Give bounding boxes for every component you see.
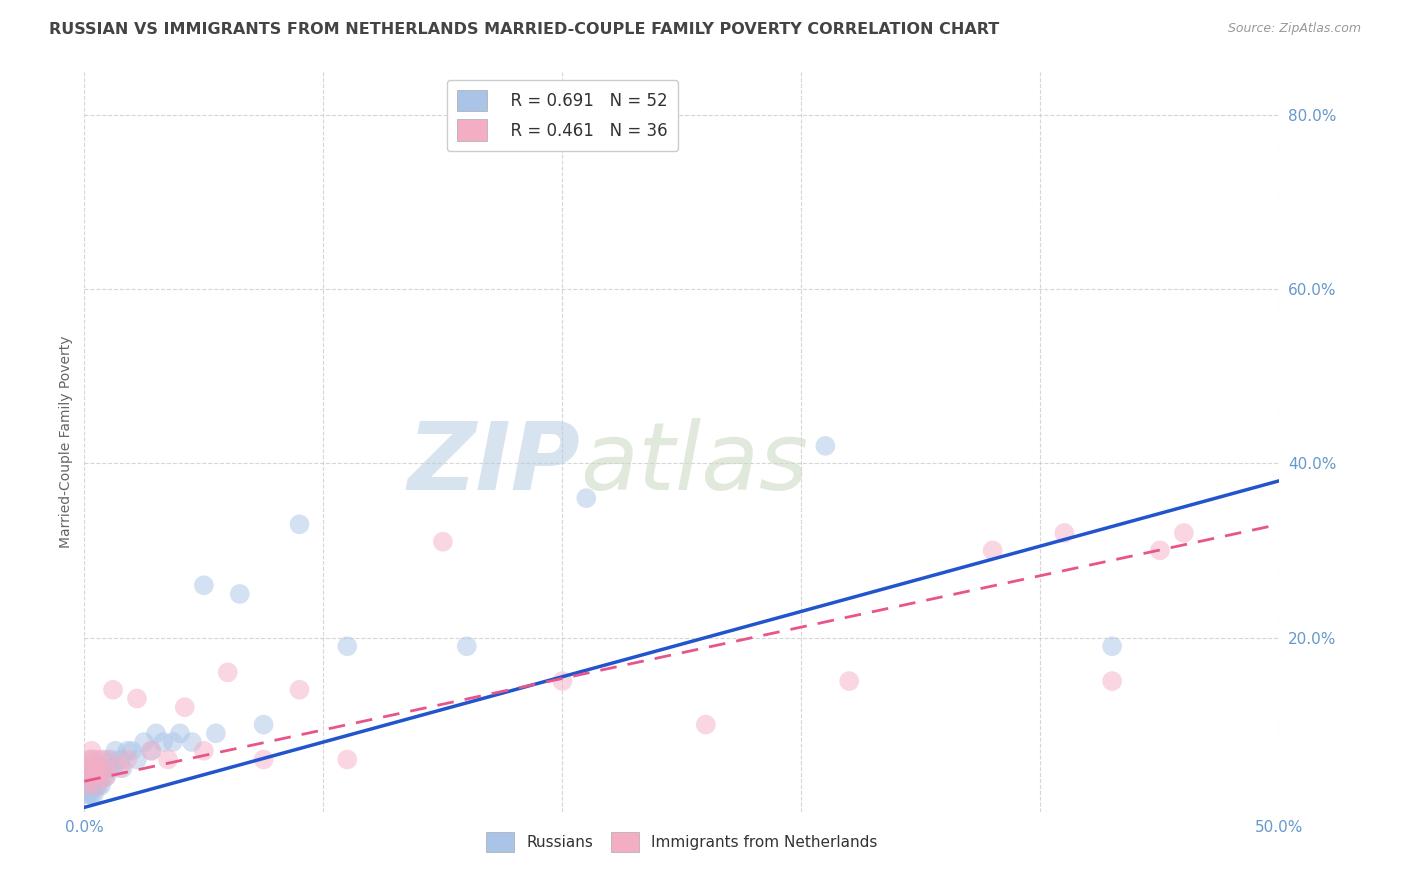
Point xyxy=(456,639,478,653)
Point xyxy=(193,578,215,592)
Point xyxy=(173,700,195,714)
Point xyxy=(90,761,112,775)
Point xyxy=(93,761,115,775)
Point xyxy=(90,779,112,793)
Y-axis label: Married-Couple Family Poverty: Married-Couple Family Poverty xyxy=(59,335,73,548)
Point xyxy=(814,439,837,453)
Point xyxy=(152,735,174,749)
Point xyxy=(87,770,110,784)
Point xyxy=(86,761,108,775)
Point xyxy=(94,770,117,784)
Point xyxy=(217,665,239,680)
Text: RUSSIAN VS IMMIGRANTS FROM NETHERLANDS MARRIED-COUPLE FAMILY POVERTY CORRELATION: RUSSIAN VS IMMIGRANTS FROM NETHERLANDS M… xyxy=(49,22,1000,37)
Point xyxy=(551,674,574,689)
Point xyxy=(77,770,100,784)
Point xyxy=(141,744,163,758)
Point xyxy=(110,761,132,775)
Point xyxy=(117,744,139,758)
Point xyxy=(86,779,108,793)
Point xyxy=(132,735,156,749)
Point xyxy=(80,752,103,766)
Point xyxy=(77,770,100,784)
Point xyxy=(76,779,98,793)
Point xyxy=(80,779,103,793)
Point xyxy=(336,752,359,766)
Text: Source: ZipAtlas.com: Source: ZipAtlas.com xyxy=(1227,22,1361,36)
Point xyxy=(77,752,100,766)
Point xyxy=(1053,526,1076,541)
Legend: Russians, Immigrants from Netherlands: Russians, Immigrants from Netherlands xyxy=(479,825,884,860)
Point xyxy=(838,674,860,689)
Point xyxy=(83,770,105,784)
Point xyxy=(83,761,105,775)
Point xyxy=(695,717,717,731)
Point xyxy=(1149,543,1171,558)
Point xyxy=(86,770,108,784)
Point xyxy=(97,761,120,775)
Point xyxy=(162,735,184,749)
Point xyxy=(100,752,122,766)
Point xyxy=(87,779,110,793)
Point xyxy=(205,726,228,740)
Point xyxy=(80,761,103,775)
Point xyxy=(97,752,120,766)
Point xyxy=(193,744,215,758)
Point xyxy=(141,744,163,758)
Point xyxy=(83,752,105,766)
Point xyxy=(94,770,117,784)
Point xyxy=(110,752,132,766)
Point xyxy=(80,744,103,758)
Point xyxy=(253,717,276,731)
Point xyxy=(76,761,98,775)
Point xyxy=(80,787,103,801)
Point xyxy=(169,726,191,740)
Point xyxy=(117,752,139,766)
Point xyxy=(432,534,454,549)
Point xyxy=(157,752,180,766)
Point xyxy=(76,787,98,801)
Point xyxy=(80,770,103,784)
Point xyxy=(101,682,124,697)
Point xyxy=(125,752,148,766)
Point xyxy=(83,779,105,793)
Point xyxy=(111,761,134,775)
Text: atlas: atlas xyxy=(581,418,808,509)
Point xyxy=(76,779,98,793)
Point xyxy=(1173,526,1195,541)
Point xyxy=(77,787,100,801)
Point xyxy=(125,691,148,706)
Point xyxy=(121,744,143,758)
Point xyxy=(288,517,311,532)
Point xyxy=(90,770,112,784)
Point xyxy=(83,787,105,801)
Point xyxy=(86,779,108,793)
Point xyxy=(86,761,108,775)
Point xyxy=(77,761,100,775)
Point xyxy=(1101,639,1123,653)
Point xyxy=(76,770,98,784)
Point xyxy=(93,752,115,766)
Point xyxy=(77,779,100,793)
Point xyxy=(575,491,598,505)
Point xyxy=(1101,674,1123,689)
Point xyxy=(101,761,124,775)
Point xyxy=(229,587,252,601)
Point xyxy=(288,682,311,697)
Text: ZIP: ZIP xyxy=(408,417,581,509)
Point xyxy=(93,770,115,784)
Point xyxy=(83,770,105,784)
Point xyxy=(181,735,204,749)
Point xyxy=(336,639,359,653)
Point xyxy=(981,543,1004,558)
Point xyxy=(104,744,127,758)
Point xyxy=(80,761,103,775)
Point xyxy=(87,752,110,766)
Point xyxy=(253,752,276,766)
Point xyxy=(145,726,167,740)
